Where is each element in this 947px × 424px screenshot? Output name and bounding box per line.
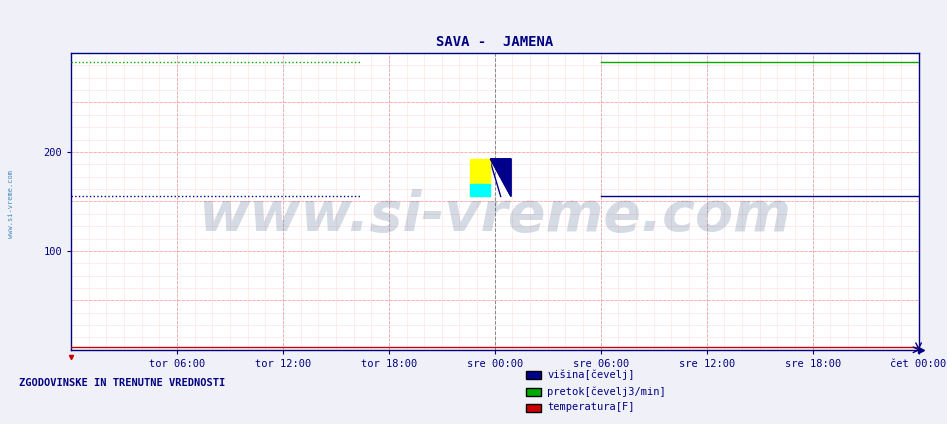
Text: ZGODOVINSKE IN TRENUTNE VREDNOSTI: ZGODOVINSKE IN TRENUTNE VREDNOSTI — [19, 378, 225, 388]
Text: www.si-vreme.com: www.si-vreme.com — [198, 189, 792, 243]
Text: višina[čevelj]: višina[čevelj] — [547, 370, 634, 380]
Text: temperatura[F]: temperatura[F] — [547, 402, 634, 413]
Text: www.si-vreme.com: www.si-vreme.com — [8, 170, 13, 237]
Polygon shape — [491, 159, 511, 196]
Text: pretok[čevelj3/min]: pretok[čevelj3/min] — [547, 386, 666, 396]
Polygon shape — [491, 159, 511, 196]
Title: SAVA -  JAMENA: SAVA - JAMENA — [437, 35, 553, 49]
